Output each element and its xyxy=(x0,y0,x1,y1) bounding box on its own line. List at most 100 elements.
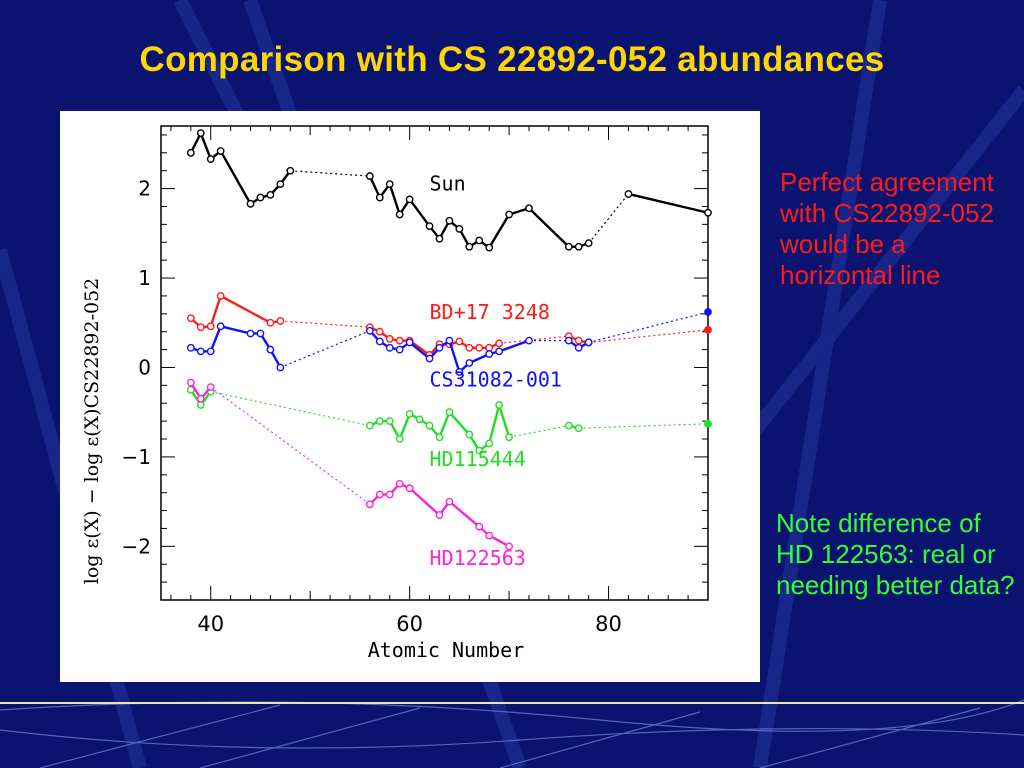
data-point xyxy=(485,439,494,448)
data-point xyxy=(485,343,494,352)
data-point xyxy=(256,329,265,338)
data-point xyxy=(455,224,464,233)
data-point xyxy=(704,308,712,316)
data-point xyxy=(574,336,583,345)
data-point xyxy=(564,242,573,251)
data-point xyxy=(196,401,205,409)
series-line xyxy=(408,341,431,360)
data-point xyxy=(584,239,593,248)
data-point xyxy=(196,394,205,403)
note-hd122563: Note difference of HD 122563: real or ne… xyxy=(776,508,1015,600)
series-line xyxy=(219,150,252,205)
y-tick-label: 1 xyxy=(138,266,151,290)
data-point xyxy=(574,424,583,433)
series-line xyxy=(497,404,511,438)
data-point xyxy=(375,327,384,336)
data-point xyxy=(216,322,225,331)
data-point xyxy=(246,329,255,338)
data-point xyxy=(435,343,444,352)
data-point xyxy=(445,216,454,225)
data-point xyxy=(564,336,573,345)
series-line xyxy=(368,175,381,199)
data-point xyxy=(276,180,285,189)
series-gap-line xyxy=(210,386,371,505)
series-gap-line xyxy=(499,335,569,344)
series-line xyxy=(438,411,451,438)
data-point xyxy=(435,234,444,243)
data-point xyxy=(186,378,195,387)
series-gap-line xyxy=(588,329,709,344)
data-point xyxy=(495,401,504,409)
axis-ticks: 40 60 80 −2 −1 0 1 2 xyxy=(122,126,709,636)
data-point xyxy=(395,435,404,443)
series-line xyxy=(199,132,212,160)
data-point xyxy=(375,490,384,499)
data-point xyxy=(584,338,593,347)
series-line xyxy=(488,404,501,444)
series-line xyxy=(628,192,709,214)
x-tick-label: 80 xyxy=(595,612,622,636)
y-tick-label: −2 xyxy=(122,534,151,558)
data-point xyxy=(206,322,215,331)
data-point xyxy=(196,129,205,138)
data-point xyxy=(266,345,275,354)
data-point xyxy=(574,242,583,251)
data-point xyxy=(375,417,384,426)
data-point xyxy=(505,542,513,551)
series-label: BD+17 3248 xyxy=(430,300,550,324)
data-point xyxy=(216,292,225,300)
abundance-chart: 40 60 80 −2 −1 0 1 2 Sun BD+17 3248 CS31082-001 HD… xyxy=(81,125,712,662)
data-point xyxy=(485,350,494,358)
data-point xyxy=(186,343,195,352)
data-point xyxy=(365,500,374,509)
chart-panel: 40 60 80 −2 −1 0 1 2 Sun BD+17 3248 CS31082-001 HD… xyxy=(60,111,760,682)
data-point xyxy=(485,531,494,540)
data-point xyxy=(405,195,414,204)
series-gap-line xyxy=(280,330,371,369)
data-point xyxy=(196,347,205,356)
data-point xyxy=(206,383,215,392)
data-point xyxy=(405,484,414,493)
data-point xyxy=(475,236,484,245)
y-axis-label: log ε(X) − log ε(X)CS22892-052 xyxy=(81,278,103,585)
data-point xyxy=(475,522,484,531)
data-point xyxy=(405,410,414,418)
series-label: Sun xyxy=(430,171,466,195)
data-point xyxy=(365,326,374,335)
data-point xyxy=(206,347,215,356)
data-point xyxy=(445,408,454,417)
series-label: HD122563 xyxy=(430,546,526,570)
y-tick-label: 0 xyxy=(138,355,151,379)
series-gap-line xyxy=(588,311,709,344)
data-point xyxy=(395,210,404,219)
plot-border xyxy=(160,125,709,601)
data-point xyxy=(395,336,404,345)
data-point xyxy=(286,166,295,175)
series-hd122563 xyxy=(186,378,513,551)
data-point xyxy=(425,421,434,430)
data-point xyxy=(465,430,474,439)
data-point xyxy=(525,336,533,345)
slide-title: Comparison with CS 22892-052 abundances xyxy=(139,40,885,79)
x-tick-label: 40 xyxy=(197,612,224,636)
data-point xyxy=(475,446,484,455)
data-point xyxy=(375,337,384,346)
data-point xyxy=(435,511,444,519)
data-point xyxy=(495,339,504,348)
data-point xyxy=(186,148,195,157)
data-point xyxy=(505,210,513,219)
series-label: HD115444 xyxy=(430,447,526,471)
series-label: CS31082-001 xyxy=(430,367,562,391)
data-point xyxy=(465,343,474,352)
data-point xyxy=(266,318,275,327)
series-line xyxy=(209,325,222,352)
data-point xyxy=(365,421,374,430)
series-gap-line xyxy=(290,170,370,177)
data-point xyxy=(704,326,712,334)
data-point xyxy=(525,204,533,213)
data-point xyxy=(385,490,394,499)
series-line xyxy=(220,325,251,335)
data-point xyxy=(704,419,712,428)
x-axis-label: Atomic Number xyxy=(368,638,525,662)
series-line xyxy=(209,295,222,327)
